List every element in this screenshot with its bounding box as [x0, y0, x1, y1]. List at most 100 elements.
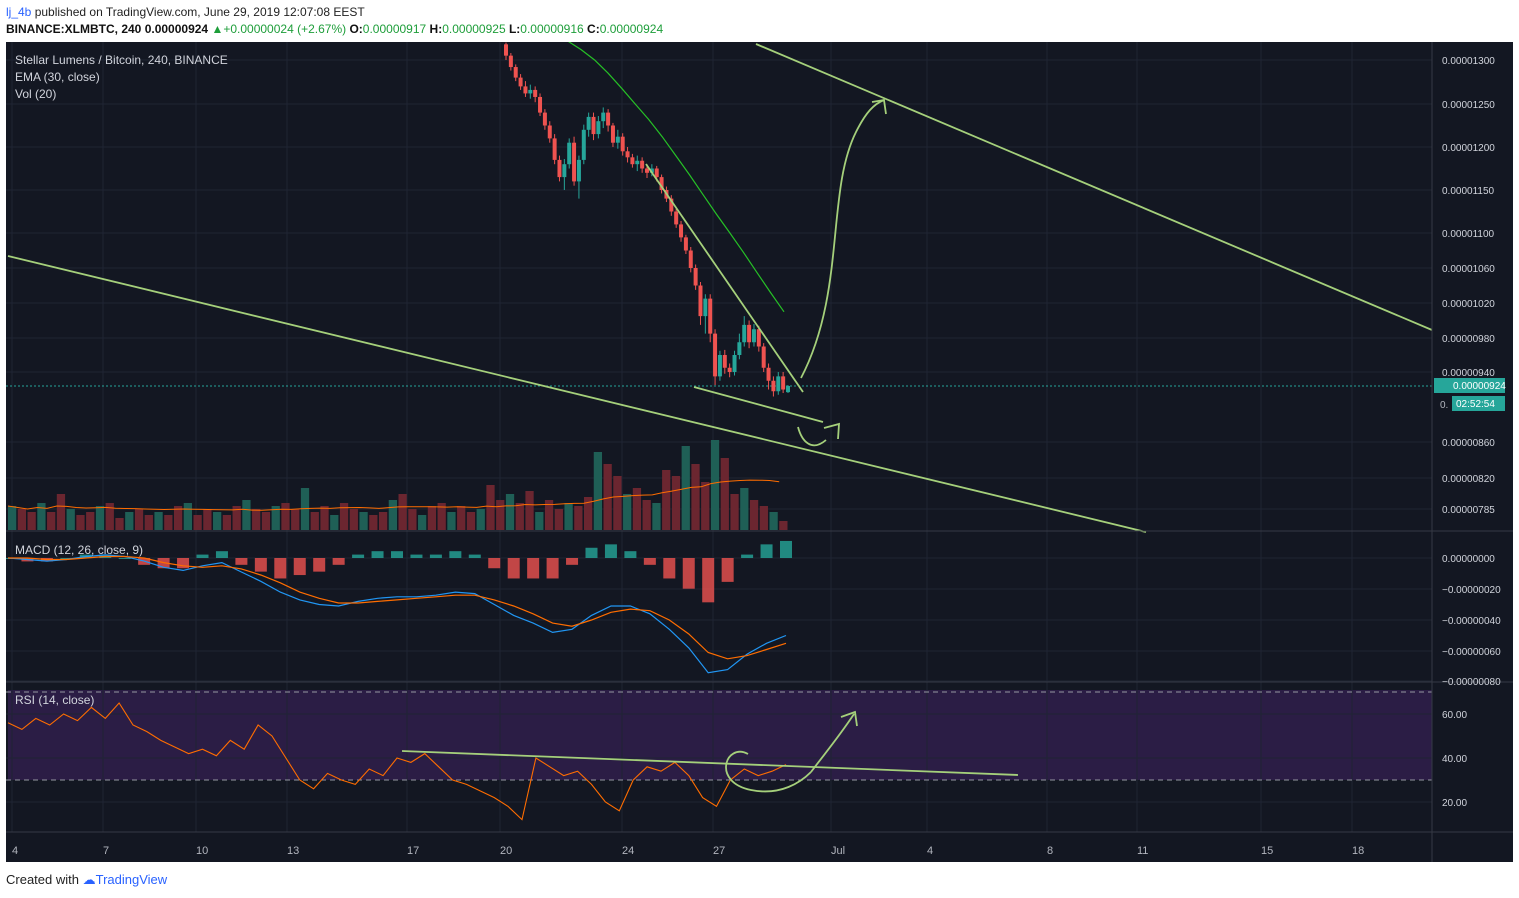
volume-bar	[242, 500, 251, 530]
candle-body	[547, 125, 552, 139]
candle-body	[693, 268, 698, 286]
resistance-trendline	[755, 43, 1433, 331]
candle-body	[717, 355, 722, 377]
price-tick-label: 0.00001150	[1442, 186, 1495, 197]
macd-histogram-bar	[215, 551, 228, 558]
x-tick-label: 10	[196, 845, 208, 857]
candle-body	[674, 211, 679, 225]
candle-body	[786, 386, 790, 393]
price-tick-label: 0.00000820	[1442, 474, 1495, 485]
candle-body	[572, 142, 577, 182]
volume-bar	[222, 515, 232, 530]
macd-histogram-bar	[468, 554, 481, 558]
x-tick-label: Jul	[831, 845, 845, 857]
volume-bar	[535, 512, 544, 530]
volume-bar	[447, 512, 456, 530]
candle-body	[504, 44, 508, 56]
price-tick-label: 0.00001300	[1442, 56, 1495, 67]
macd-histogram-bar	[507, 558, 520, 579]
macd-tick-label: 0.00000000	[1442, 554, 1495, 565]
candle-body	[781, 376, 786, 390]
candle-body	[542, 112, 547, 126]
candle-body	[576, 159, 581, 182]
legend-title: Stellar Lumens / Bitcoin, 240, BINANCE	[15, 53, 228, 67]
chart-canvas[interactable]: 4 7 10 13 17 20 24 27 Jul 4 8 11 15 18 0.00001300 0.000…	[2, 33, 1513, 862]
chart-container[interactable]: 4 7 10 13 17 20 24 27 Jul 4 8 11 15 18 0.00001300 0.000…	[2, 33, 1513, 862]
volume-bar	[164, 515, 173, 530]
up-arrow-icon: ▲	[211, 22, 224, 36]
candle-body	[751, 329, 756, 343]
volume-bar	[554, 509, 563, 530]
macd-line	[7, 554, 787, 674]
volume-bar	[603, 464, 612, 530]
volume-bar	[271, 506, 280, 530]
candle-body	[708, 298, 713, 334]
volume-bar	[583, 497, 593, 530]
candle-body	[538, 96, 543, 113]
price-tick-label: 0.00000860	[1442, 438, 1495, 449]
volume-bar	[749, 500, 759, 530]
rsi-arrow	[810, 713, 855, 773]
legend-vol: Vol (20)	[15, 87, 56, 101]
price-tick-label: 0.00001250	[1442, 100, 1495, 111]
volume-bar	[388, 500, 397, 530]
price-tick-label: 0.00001060	[1442, 264, 1495, 275]
volume-bar	[457, 506, 466, 530]
candle-body	[669, 198, 674, 212]
volume-bar	[662, 470, 671, 530]
candle-body	[606, 112, 611, 126]
volume-bar	[281, 503, 290, 530]
volume-bar	[720, 458, 729, 530]
price-tick-label: 0.00001200	[1442, 143, 1495, 154]
created-with-label: Created with	[6, 872, 79, 887]
candle-body	[625, 151, 630, 158]
volume-bar	[378, 512, 388, 530]
volume-bar	[173, 506, 183, 530]
volume-bar	[76, 515, 85, 530]
volume-bar	[623, 494, 632, 530]
candle-body	[523, 86, 528, 94]
volume-bar	[252, 509, 261, 530]
macd-histogram-bar	[254, 558, 267, 572]
tradingview-brand[interactable]: TradingView	[95, 872, 168, 887]
wedge-lower-line	[693, 386, 824, 423]
volume-bar	[652, 503, 661, 530]
candle-body	[654, 168, 659, 178]
price-tick-label: 0.00000940	[1442, 368, 1495, 379]
x-tick-label: 24	[622, 845, 634, 857]
price-badge-partial: 0.	[1440, 400, 1448, 411]
tradingview-logo-icon: ☁	[82, 872, 96, 887]
x-tick-label: 15	[1261, 845, 1273, 857]
volume-bar	[261, 512, 271, 530]
volume-bar	[574, 506, 583, 530]
publish-info: published on TradingView.com, June 29, 2…	[34, 5, 365, 19]
macd-histogram-bar	[391, 551, 403, 558]
candle-body	[581, 129, 586, 160]
macd-histogram-bar	[235, 558, 248, 565]
candle-body	[630, 157, 635, 165]
candle-body	[610, 125, 615, 143]
open-label: O:	[349, 22, 363, 36]
volume-bar	[515, 503, 524, 530]
countdown-badge	[1452, 396, 1505, 411]
macd-histogram-bar	[274, 558, 287, 579]
author-link[interactable]: lj_4b	[6, 5, 32, 19]
volume-ma-line	[7, 479, 780, 511]
rsi-tick-label: 20.00	[1442, 798, 1467, 809]
volume-bar	[330, 515, 339, 530]
volume-bar	[701, 482, 710, 530]
price-badge	[1434, 378, 1505, 393]
volume-bar	[593, 452, 603, 530]
candle-body	[727, 367, 732, 372]
macd-histogram-bar	[682, 558, 695, 589]
macd-histogram-bar	[721, 558, 734, 582]
candle-body	[596, 121, 601, 135]
volume-bar	[544, 500, 554, 530]
macd-histogram-bar	[702, 558, 715, 603]
candle-body	[508, 55, 513, 68]
symbol-label: BINANCE:XLMBTC, 240	[6, 22, 142, 36]
volume-bar	[134, 509, 144, 530]
axes: 4 7 10 13 17 20 24 27 Jul 4 8 11 15 18 0.00001300 0.000…	[6, 42, 1513, 862]
grid	[6, 42, 1432, 832]
x-tick-label: 4	[927, 845, 933, 857]
